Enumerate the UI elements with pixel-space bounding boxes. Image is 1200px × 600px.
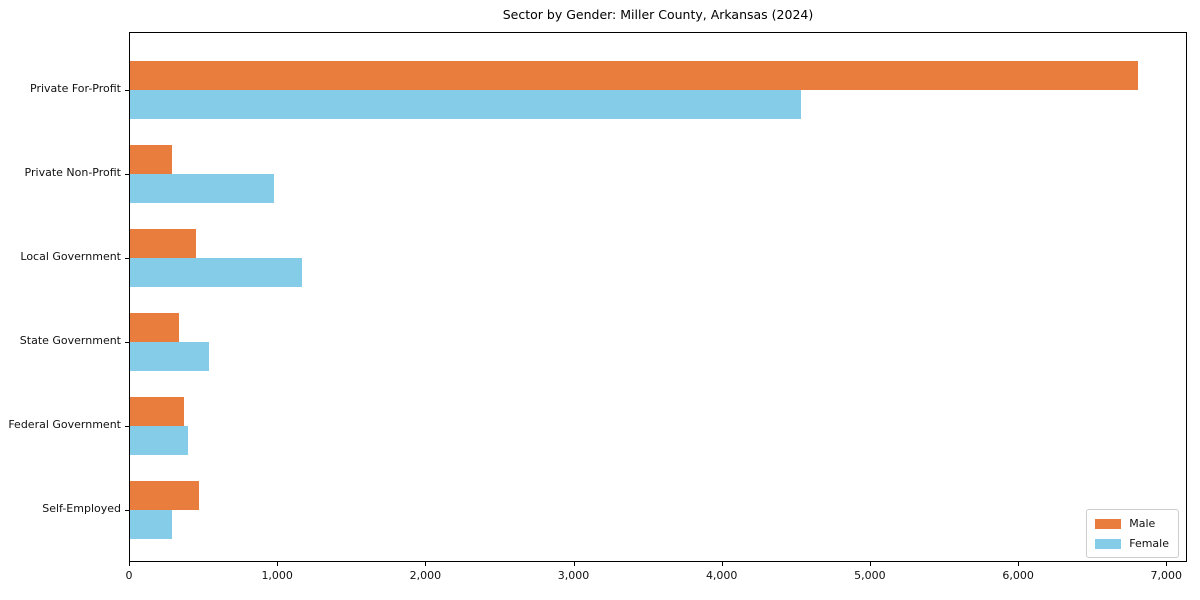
x-tick-mark: [1018, 562, 1020, 566]
x-tick-label-6-000: 6,000: [1002, 569, 1034, 582]
x-tick-mark: [1166, 562, 1168, 566]
y-axis-label-private-for-profit: Private For-Profit: [30, 82, 121, 95]
y-axis-label-self-employed: Self-Employed: [42, 502, 121, 515]
x-tick-mark: [277, 562, 279, 566]
y-tick-mark: [125, 510, 130, 511]
bar-male-private-non-profit: [130, 145, 172, 174]
bar-male-local-government: [130, 229, 196, 258]
legend-item-female: Female: [1095, 535, 1169, 552]
x-tick-mark: [721, 562, 723, 566]
x-tick-label-4-000: 4,000: [705, 569, 738, 582]
bar-female-federal-government: [130, 426, 188, 455]
y-tick-mark: [125, 258, 130, 259]
male-legend-swatch: [1095, 518, 1122, 529]
y-axis-label-federal-government: Federal Government: [8, 418, 121, 431]
y-axis-label-state-government: State Government: [19, 334, 121, 347]
x-tick-mark: [129, 562, 130, 566]
x-tick-label-7-000: 7,000: [1150, 569, 1183, 582]
female-legend-swatch: [1095, 538, 1122, 549]
y-axis-label-local-government: Local Government: [20, 250, 121, 263]
x-tick-label-2-000: 2,000: [409, 569, 442, 582]
plot-area: Male Female: [125, 32, 1187, 562]
chart-title: Sector by Gender: Miller County, Arkansa…: [502, 7, 814, 22]
x-tick-mark: [869, 562, 871, 566]
x-tick-label-5-000: 5,000: [854, 569, 886, 582]
y-tick-mark: [125, 90, 130, 91]
y-tick-mark: [125, 174, 130, 175]
bar-female-state-government: [130, 342, 210, 371]
bar-female-self-employed: [130, 510, 172, 539]
legend-item-male: Male: [1095, 515, 1169, 532]
x-tick-mark: [573, 562, 575, 566]
x-tick-label-0: 0: [125, 569, 133, 582]
bar-male-federal-government: [130, 397, 185, 426]
bar-male-private-for-profit: [130, 61, 1138, 90]
bar-male-self-employed: [130, 481, 199, 510]
y-tick-mark: [125, 426, 130, 427]
y-axis-label-private-non-profit: Private Non-Profit: [24, 166, 121, 179]
bar-female-local-government: [130, 258, 302, 287]
bar-female-private-for-profit: [130, 90, 802, 119]
x-tick-label-3-000: 3,000: [557, 569, 590, 582]
y-tick-mark: [125, 342, 130, 343]
female-legend-label: Female: [1129, 537, 1169, 550]
x-tick-mark: [425, 562, 427, 566]
bar-female-private-non-profit: [130, 174, 274, 203]
legend: Male Female: [1086, 509, 1179, 558]
male-legend-label: Male: [1129, 517, 1156, 530]
x-tick-label-1-000: 1,000: [261, 569, 293, 582]
bar-male-state-government: [130, 313, 179, 342]
